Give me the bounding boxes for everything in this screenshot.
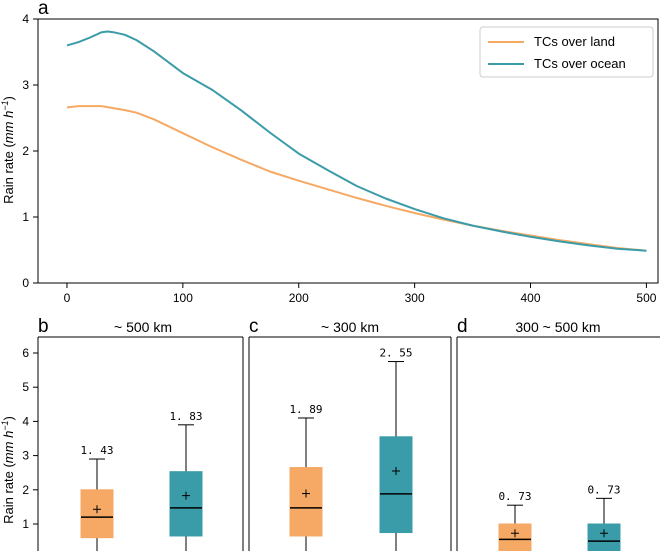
panel-title-b: ~ 500 km (114, 319, 172, 335)
x-tick-label: 0 (64, 291, 71, 305)
panel-letter-c: c (249, 316, 259, 337)
axis-ticks-a: 0 100 200 300 400 500 0 1 2 3 4 (22, 12, 656, 305)
y-tick-label: 2 (22, 483, 29, 497)
boxes-b: 1. 43 1. 83 (80, 410, 203, 551)
mean-value-label-ocean: 0. 73 (587, 483, 620, 496)
y-axis-label-b: Rain rate (mm h−1) (0, 416, 16, 524)
panel-b: b ~ 500 km 1 2 3 4 5 6 1. 43 1. 83 Rain rate (… (0, 316, 244, 551)
x-tick-label: 400 (521, 291, 541, 305)
panel-d: d 300 ~ 500 km 0. 73 0. 73 (456, 316, 660, 551)
mean-value-label-ocean: 1. 83 (169, 410, 202, 423)
y-tick-label: 0 (22, 276, 29, 290)
box-land (289, 467, 323, 537)
y-tick-label: 6 (22, 346, 29, 360)
y-tick-label: 5 (22, 380, 29, 394)
axis-ticks-b: 1 2 3 4 5 6 (22, 346, 38, 531)
mean-value-label-land: 1. 89 (289, 403, 322, 416)
panel-letter-a: a (38, 0, 49, 19)
panel-title-c: ~ 300 km (321, 319, 379, 335)
legend-label-ocean: TCs over ocean (534, 56, 626, 71)
box-ocean (379, 436, 413, 534)
box-ocean (169, 471, 203, 537)
y-tick-label: 2 (22, 144, 29, 158)
y-tick-label: 4 (22, 414, 29, 428)
y-axis-label-a: Rain rate (mm h−1) (0, 96, 16, 204)
series-lines-a (66, 30, 647, 252)
y-tick-label: 3 (22, 449, 29, 463)
box-land (498, 523, 532, 551)
mean-value-label-ocean: 2. 55 (379, 347, 412, 360)
y-tick-label: 1 (22, 210, 29, 224)
panel-letter-d: d (457, 316, 468, 337)
legend-label-land: TCs over land (534, 34, 615, 49)
panel-letter-b: b (38, 316, 49, 337)
x-tick-label: 300 (405, 291, 425, 305)
mean-value-label-land: 0. 73 (498, 490, 531, 503)
box-land (80, 489, 114, 539)
panel-title-d: 300 ~ 500 km (515, 319, 600, 335)
y-tick-label: 3 (22, 78, 29, 92)
mean-value-label-land: 1. 43 (80, 444, 113, 457)
x-tick-label: 500 (636, 291, 656, 305)
x-tick-label: 200 (289, 291, 309, 305)
boxes-d: 0. 73 0. 73 (498, 483, 621, 551)
panel-a: a 0 100 200 300 400 500 0 1 2 3 4 Rain rate (mm h−… (0, 0, 659, 305)
y-tick-label: 1 (22, 517, 29, 531)
series-line-ocean (66, 30, 647, 252)
legend: TCs over land TCs over ocean (479, 26, 654, 78)
x-tick-label: 100 (173, 291, 193, 305)
panel-c: c ~ 300 km 1. 89 2. 55 (248, 316, 452, 551)
series-line-land (66, 105, 647, 252)
y-tick-label: 4 (22, 12, 29, 26)
boxes-c: 1. 89 2. 55 (289, 347, 413, 551)
box-ocean (587, 523, 621, 551)
